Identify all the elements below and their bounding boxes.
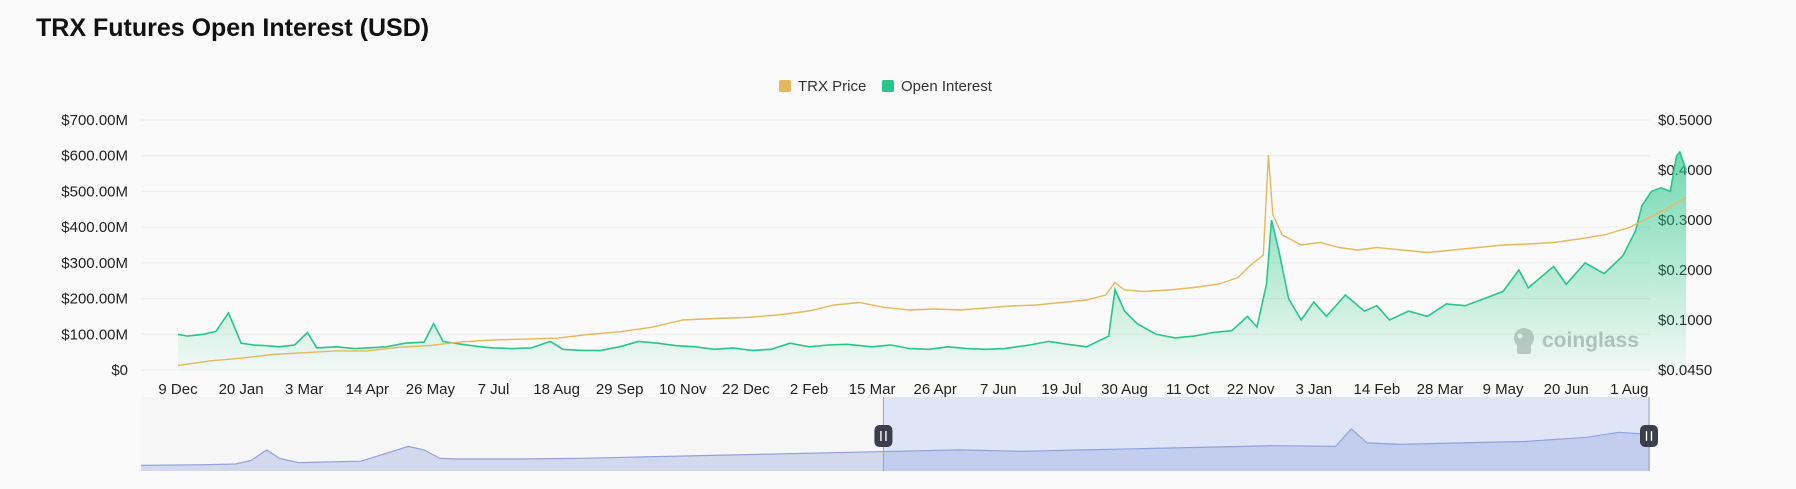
x-tick-label: 20 Jan <box>219 381 264 398</box>
x-tick-label: 29 Sep <box>596 381 644 398</box>
x-tick-label: 10 Nov <box>659 381 707 398</box>
navigator-handle-left[interactable] <box>874 397 893 471</box>
x-tick-label: 15 Mar <box>849 381 896 398</box>
x-tick-label: 19 Jul <box>1041 381 1081 398</box>
x-tick-label: 7 Jul <box>478 381 510 398</box>
x-tick-label: 28 Mar <box>1417 381 1464 398</box>
y-left-tick-label: $400.00M <box>61 219 128 236</box>
y-left-tick-label: $300.00M <box>61 255 128 272</box>
legend-label-price: TRX Price <box>798 78 866 95</box>
navigator-handle-right[interactable] <box>1640 397 1658 471</box>
x-tick-label: 26 May <box>406 381 456 398</box>
x-tick-label: 30 Aug <box>1101 381 1148 398</box>
page-title: TRX Futures Open Interest (USD) <box>36 14 430 42</box>
x-tick-label: 26 Apr <box>914 381 957 398</box>
x-tick-label: 18 Aug <box>533 381 580 398</box>
x-tick-label: 3 Mar <box>285 381 323 398</box>
legend-label-open-interest: Open Interest <box>901 78 993 95</box>
x-tick-label: 9 Dec <box>158 381 198 398</box>
x-tick-label: 7 Jun <box>980 381 1017 398</box>
legend-swatch-open-interest <box>882 80 894 92</box>
navigator-selection[interactable] <box>883 397 1650 471</box>
y-left-tick-label: $200.00M <box>61 291 128 308</box>
legend-swatch-price <box>779 80 791 92</box>
legend-item-price[interactable]: TRX Price <box>779 78 866 95</box>
y-left-tick-label: $100.00M <box>61 326 128 343</box>
x-tick-label: 22 Dec <box>722 381 770 398</box>
y-left-tick-label: $500.00M <box>61 183 128 200</box>
series-line-price[interactable] <box>177 154 1687 367</box>
y-left-tick-label: $600.00M <box>61 148 128 165</box>
x-tick-label: 2 Feb <box>790 381 828 398</box>
handle-grip <box>874 425 893 447</box>
x-tick-label: 1 Aug <box>1610 381 1648 398</box>
x-tick-label: 22 Nov <box>1227 381 1275 398</box>
navigator-line <box>140 427 1651 466</box>
x-tick-label: 14 Feb <box>1354 381 1401 398</box>
legend: TRX Price Open Interest <box>779 78 993 95</box>
legend-item-open-interest[interactable]: Open Interest <box>882 78 993 95</box>
y-right-tick-label: $0.5000 <box>1658 112 1712 129</box>
y-axis-left: $0 $100.00M $200.00M $300.00M $400.00M $500.0… <box>61 112 128 379</box>
y-left-tick-label: $0 <box>111 362 128 379</box>
x-tick-label: 11 Oct <box>1166 381 1210 398</box>
open-interest-area <box>178 152 1687 370</box>
x-tick-label: 9 May <box>1483 381 1524 398</box>
x-tick-label: 20 Jun <box>1544 381 1589 398</box>
handle-grip <box>1640 425 1658 447</box>
x-tick-label: 3 Jan <box>1295 381 1332 398</box>
series-line-open-interest[interactable] <box>177 150 1687 352</box>
navigator[interactable] <box>140 397 1658 471</box>
y-left-tick-label: $700.00M <box>61 112 128 129</box>
navigator-area <box>141 428 1650 471</box>
x-tick-label: 14 Apr <box>346 381 389 398</box>
x-axis: 9 Dec 20 Jan 3 Mar 14 Apr 26 May 7 Jul 18 Aug 2… <box>158 381 1648 398</box>
